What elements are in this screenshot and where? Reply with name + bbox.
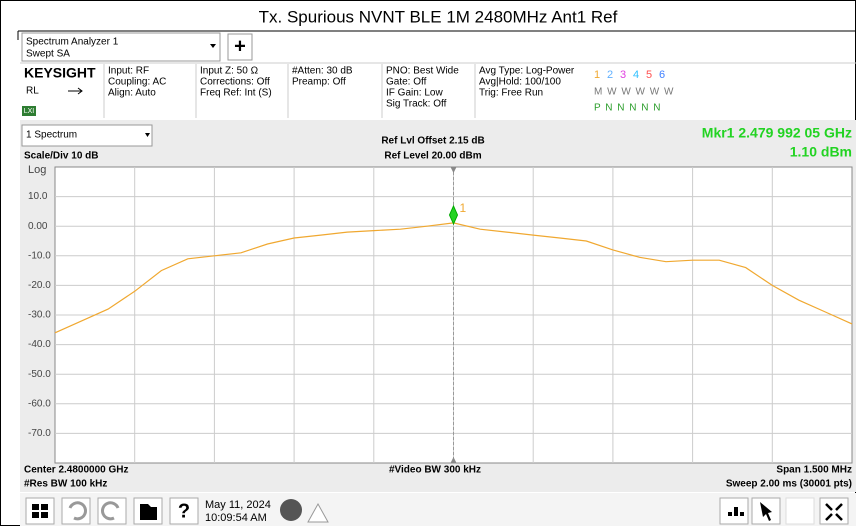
setting: Avg|Hold: 100/100 (479, 77, 561, 88)
vbw: #Video BW 300 kHz (389, 465, 481, 476)
add-icon: + (234, 35, 246, 57)
setting: #Atten: 30 dB (292, 66, 353, 77)
setting: Preamp: Off (292, 77, 346, 88)
help-icon: ? (178, 500, 190, 522)
marker-level: 1.10 dBm (790, 144, 852, 160)
setting: Trig: Free Run (479, 88, 543, 99)
trace-number: 5 (646, 69, 652, 81)
span: Span 1.500 MHz (776, 465, 852, 476)
y-tick-label: -10.0 (28, 250, 51, 261)
y-tick-label: 0.00 (28, 221, 48, 232)
trace-number: 2 (607, 69, 613, 81)
add-button[interactable] (227, 33, 253, 61)
mode-text: Swept SA (26, 49, 70, 60)
zoom-icon (825, 503, 843, 521)
scale: Scale/Div 10 dB (24, 151, 98, 162)
sweep: Sweep 2.00 ms (30001 pts) (726, 479, 852, 490)
time: 10:09:54 AM (205, 512, 267, 524)
window-selector[interactable] (21, 124, 153, 147)
trace-number: 1 (594, 69, 600, 81)
windows-button[interactable] (25, 497, 55, 525)
alert-icon[interactable] (307, 502, 329, 523)
date: May 11, 2024 (205, 499, 271, 511)
trace-detector: P N N N N N (594, 103, 661, 114)
setting: Coupling: AC (108, 77, 166, 88)
setting: Input: RF (108, 66, 149, 77)
page-title: Tx. Spurious NVNT BLE 1M 2480MHz Ant1 Re… (259, 7, 618, 26)
split-button[interactable] (785, 497, 815, 525)
setting: Gate: Off (386, 77, 427, 88)
redo-icon (101, 501, 120, 521)
marker (448, 204, 459, 226)
setting: Align: Auto (108, 88, 156, 99)
trace-number: 3 (620, 69, 626, 81)
dropdown-arrow (210, 44, 216, 48)
message-icon[interactable] (280, 499, 302, 521)
undo-icon (68, 501, 87, 521)
trace-number: 6 (659, 69, 665, 81)
file-icon (140, 504, 157, 520)
mode-text: Spectrum Analyzer 1 (26, 37, 119, 48)
setting: Sig Track: Off (386, 99, 447, 110)
setting: Freq Ref: Int (S) (200, 88, 272, 99)
center-freq: Center 2.4800000 GHz (24, 465, 129, 476)
trace-mode: M W W W W W (594, 87, 674, 98)
brand: KEYSIGHT (24, 65, 96, 81)
y-tick-label: -20.0 (28, 280, 51, 291)
y-tick-label: -30.0 (28, 310, 51, 321)
log: Log (28, 164, 46, 176)
setting: Corrections: Off (200, 77, 270, 88)
y-tick-label: -70.0 (28, 428, 51, 439)
lxi: LXI (24, 108, 35, 115)
rbw: #Res BW 100 kHz (24, 479, 107, 490)
mode-selector[interactable] (21, 32, 221, 62)
ref-level: Ref Level 20.00 dBm (384, 151, 481, 162)
lxi-badge (22, 106, 36, 116)
layout-icon (728, 507, 744, 516)
trace-number: 4 (633, 69, 639, 81)
y-tick-label: -50.0 (28, 369, 51, 380)
zoom-button[interactable] (819, 497, 849, 525)
rl: RL (26, 86, 39, 97)
y-tick-label: -60.0 (28, 398, 51, 409)
setting: PNO: Best Wide (386, 66, 459, 77)
help-button[interactable] (169, 497, 199, 525)
window-name: 1 Spectrum (26, 130, 77, 141)
marker-freq: Mkr1 2.479 992 05 GHz (702, 125, 852, 141)
windows-icon (32, 504, 48, 518)
y-tick-label: -40.0 (28, 339, 51, 350)
marker-label: 1 (460, 201, 467, 215)
input-icon (68, 87, 83, 95)
setting: Avg Type: Log-Power (479, 66, 575, 77)
setting: IF Gain: Low (386, 88, 443, 99)
y-tick-label: 10.0 (28, 191, 48, 202)
dropdown-arrow (145, 133, 150, 137)
setting: Input Z: 50 Ω (200, 66, 259, 77)
ref-offset: Ref Lvl Offset 2.15 dB (381, 136, 484, 147)
layout-button[interactable] (719, 497, 749, 525)
touch-icon (760, 502, 772, 521)
